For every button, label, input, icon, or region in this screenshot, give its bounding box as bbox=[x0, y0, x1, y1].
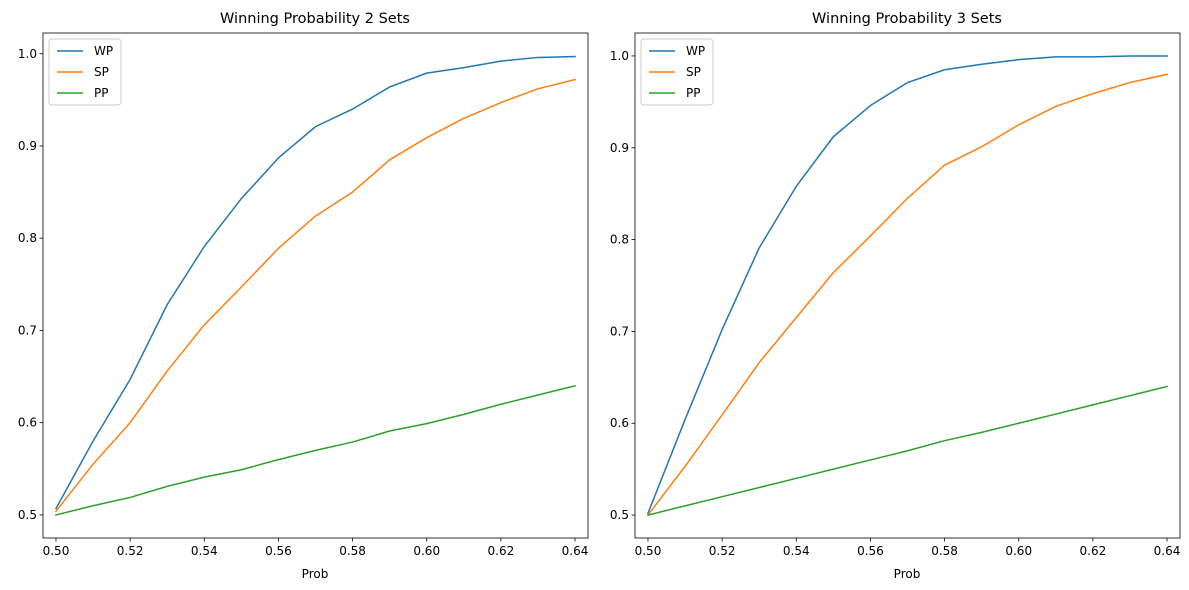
y-tick-label: 0.6 bbox=[610, 416, 629, 430]
y-tick-label: 0.5 bbox=[18, 508, 37, 522]
legend: WP SP PP bbox=[640, 38, 714, 106]
x-tick-label: 0.54 bbox=[191, 544, 218, 558]
x-tick-label: 0.64 bbox=[562, 544, 589, 558]
y-tick-label: 1.0 bbox=[18, 47, 37, 61]
series-line-sp bbox=[646, 73, 1168, 517]
x-tick-label: 0.56 bbox=[857, 544, 884, 558]
x-tick-label: 0.50 bbox=[635, 544, 662, 558]
series-line-sp bbox=[54, 78, 576, 513]
legend-label-pp: PP bbox=[686, 86, 700, 100]
x-tick-label: 0.54 bbox=[783, 544, 810, 558]
x-tick-label: 0.62 bbox=[488, 544, 515, 558]
x-axis-label: Prob bbox=[302, 567, 329, 581]
y-tick-label: 0.7 bbox=[18, 323, 37, 337]
y-tick-label: 0.9 bbox=[610, 141, 629, 155]
plot-frame bbox=[634, 32, 1181, 539]
series-line-wp bbox=[647, 55, 1168, 515]
x-tick-label: 0.52 bbox=[709, 544, 736, 558]
y-tick-label: 1.0 bbox=[610, 49, 629, 63]
x-tick-label: 0.52 bbox=[117, 544, 144, 558]
legend: WP SP PP bbox=[48, 38, 122, 106]
x-tick-label: 0.60 bbox=[413, 544, 440, 558]
legend-box bbox=[48, 38, 122, 106]
y-tick-label: 0.5 bbox=[610, 508, 629, 522]
x-tick-label: 0.58 bbox=[339, 544, 366, 558]
legend-label-wp: WP bbox=[686, 44, 705, 58]
series-line-pp bbox=[55, 384, 576, 516]
x-tick-label: 0.50 bbox=[43, 544, 70, 558]
x-axis-label: Prob bbox=[894, 567, 921, 581]
chart-panel-3-sets: Winning Probability 3 Sets Prob 0.50 0.52… bbox=[610, 11, 1181, 581]
y-tick-label: 0.8 bbox=[18, 231, 37, 245]
x-tick-label: 0.58 bbox=[931, 544, 958, 558]
x-tick-label: 0.64 bbox=[1154, 544, 1181, 558]
series-line-wp bbox=[54, 55, 576, 510]
chart-title: Winning Probability 2 Sets bbox=[220, 11, 410, 27]
legend-label-sp: SP bbox=[94, 65, 109, 79]
legend-label-wp: WP bbox=[94, 44, 113, 58]
legend-box bbox=[640, 38, 714, 106]
chart-panel-2-sets: Winning Probability 2 Sets Prob 0.50 0.52… bbox=[18, 11, 589, 581]
y-tick-label: 0.6 bbox=[18, 416, 37, 430]
chart-title: Winning Probability 3 Sets bbox=[812, 11, 1002, 27]
plot-frame bbox=[42, 32, 589, 539]
x-tick-label: 0.56 bbox=[265, 544, 292, 558]
series-line-pp bbox=[647, 385, 1168, 516]
x-tick-label: 0.60 bbox=[1005, 544, 1032, 558]
y-tick-label: 0.8 bbox=[610, 233, 629, 247]
legend-label-sp: SP bbox=[686, 65, 701, 79]
x-tick-label: 0.62 bbox=[1080, 544, 1107, 558]
y-tick-label: 0.7 bbox=[610, 324, 629, 338]
legend-label-pp: PP bbox=[94, 86, 108, 100]
y-tick-label: 0.9 bbox=[18, 139, 37, 153]
